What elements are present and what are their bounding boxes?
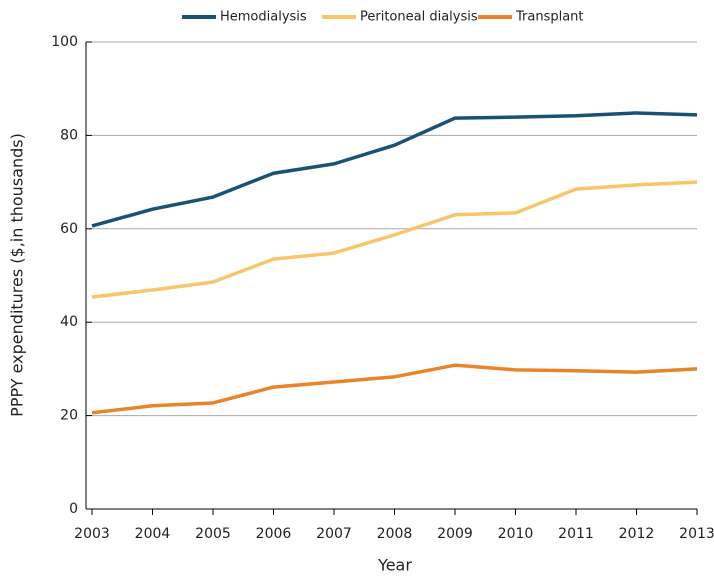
y-tick-label: 80: [60, 127, 78, 143]
y-tick-label: 20: [60, 408, 78, 424]
legend-label: Transplant: [515, 10, 584, 25]
x-tick-label: 2011: [558, 526, 594, 542]
y-tick-label: 0: [69, 501, 78, 517]
x-tick-label: 2013: [679, 526, 714, 542]
x-tick-label: 2012: [619, 526, 655, 542]
x-tick-label: 2010: [498, 526, 534, 542]
legend-label: Hemodialysis: [220, 10, 307, 25]
line: [91, 111, 698, 228]
y-tick-label: 100: [51, 34, 78, 50]
x-tick-label: 2004: [135, 526, 171, 542]
line: [91, 180, 698, 299]
line: [91, 363, 698, 415]
x-tick-label: 2003: [74, 526, 110, 542]
y-axis-label: PPPY expenditures ($,in thousands): [8, 133, 27, 417]
x-tick-label: 2008: [377, 526, 413, 542]
y-tick-label: 60: [60, 221, 78, 237]
x-tick-label: 2009: [437, 526, 473, 542]
y-tick-label: 40: [60, 314, 78, 330]
x-tick-label: 2007: [316, 526, 352, 542]
x-axis-label: Year: [377, 556, 412, 575]
x-tick-label: 2005: [195, 526, 231, 542]
legend-label: Peritoneal dialysis: [360, 10, 478, 25]
x-tick-label: 2006: [256, 526, 292, 542]
